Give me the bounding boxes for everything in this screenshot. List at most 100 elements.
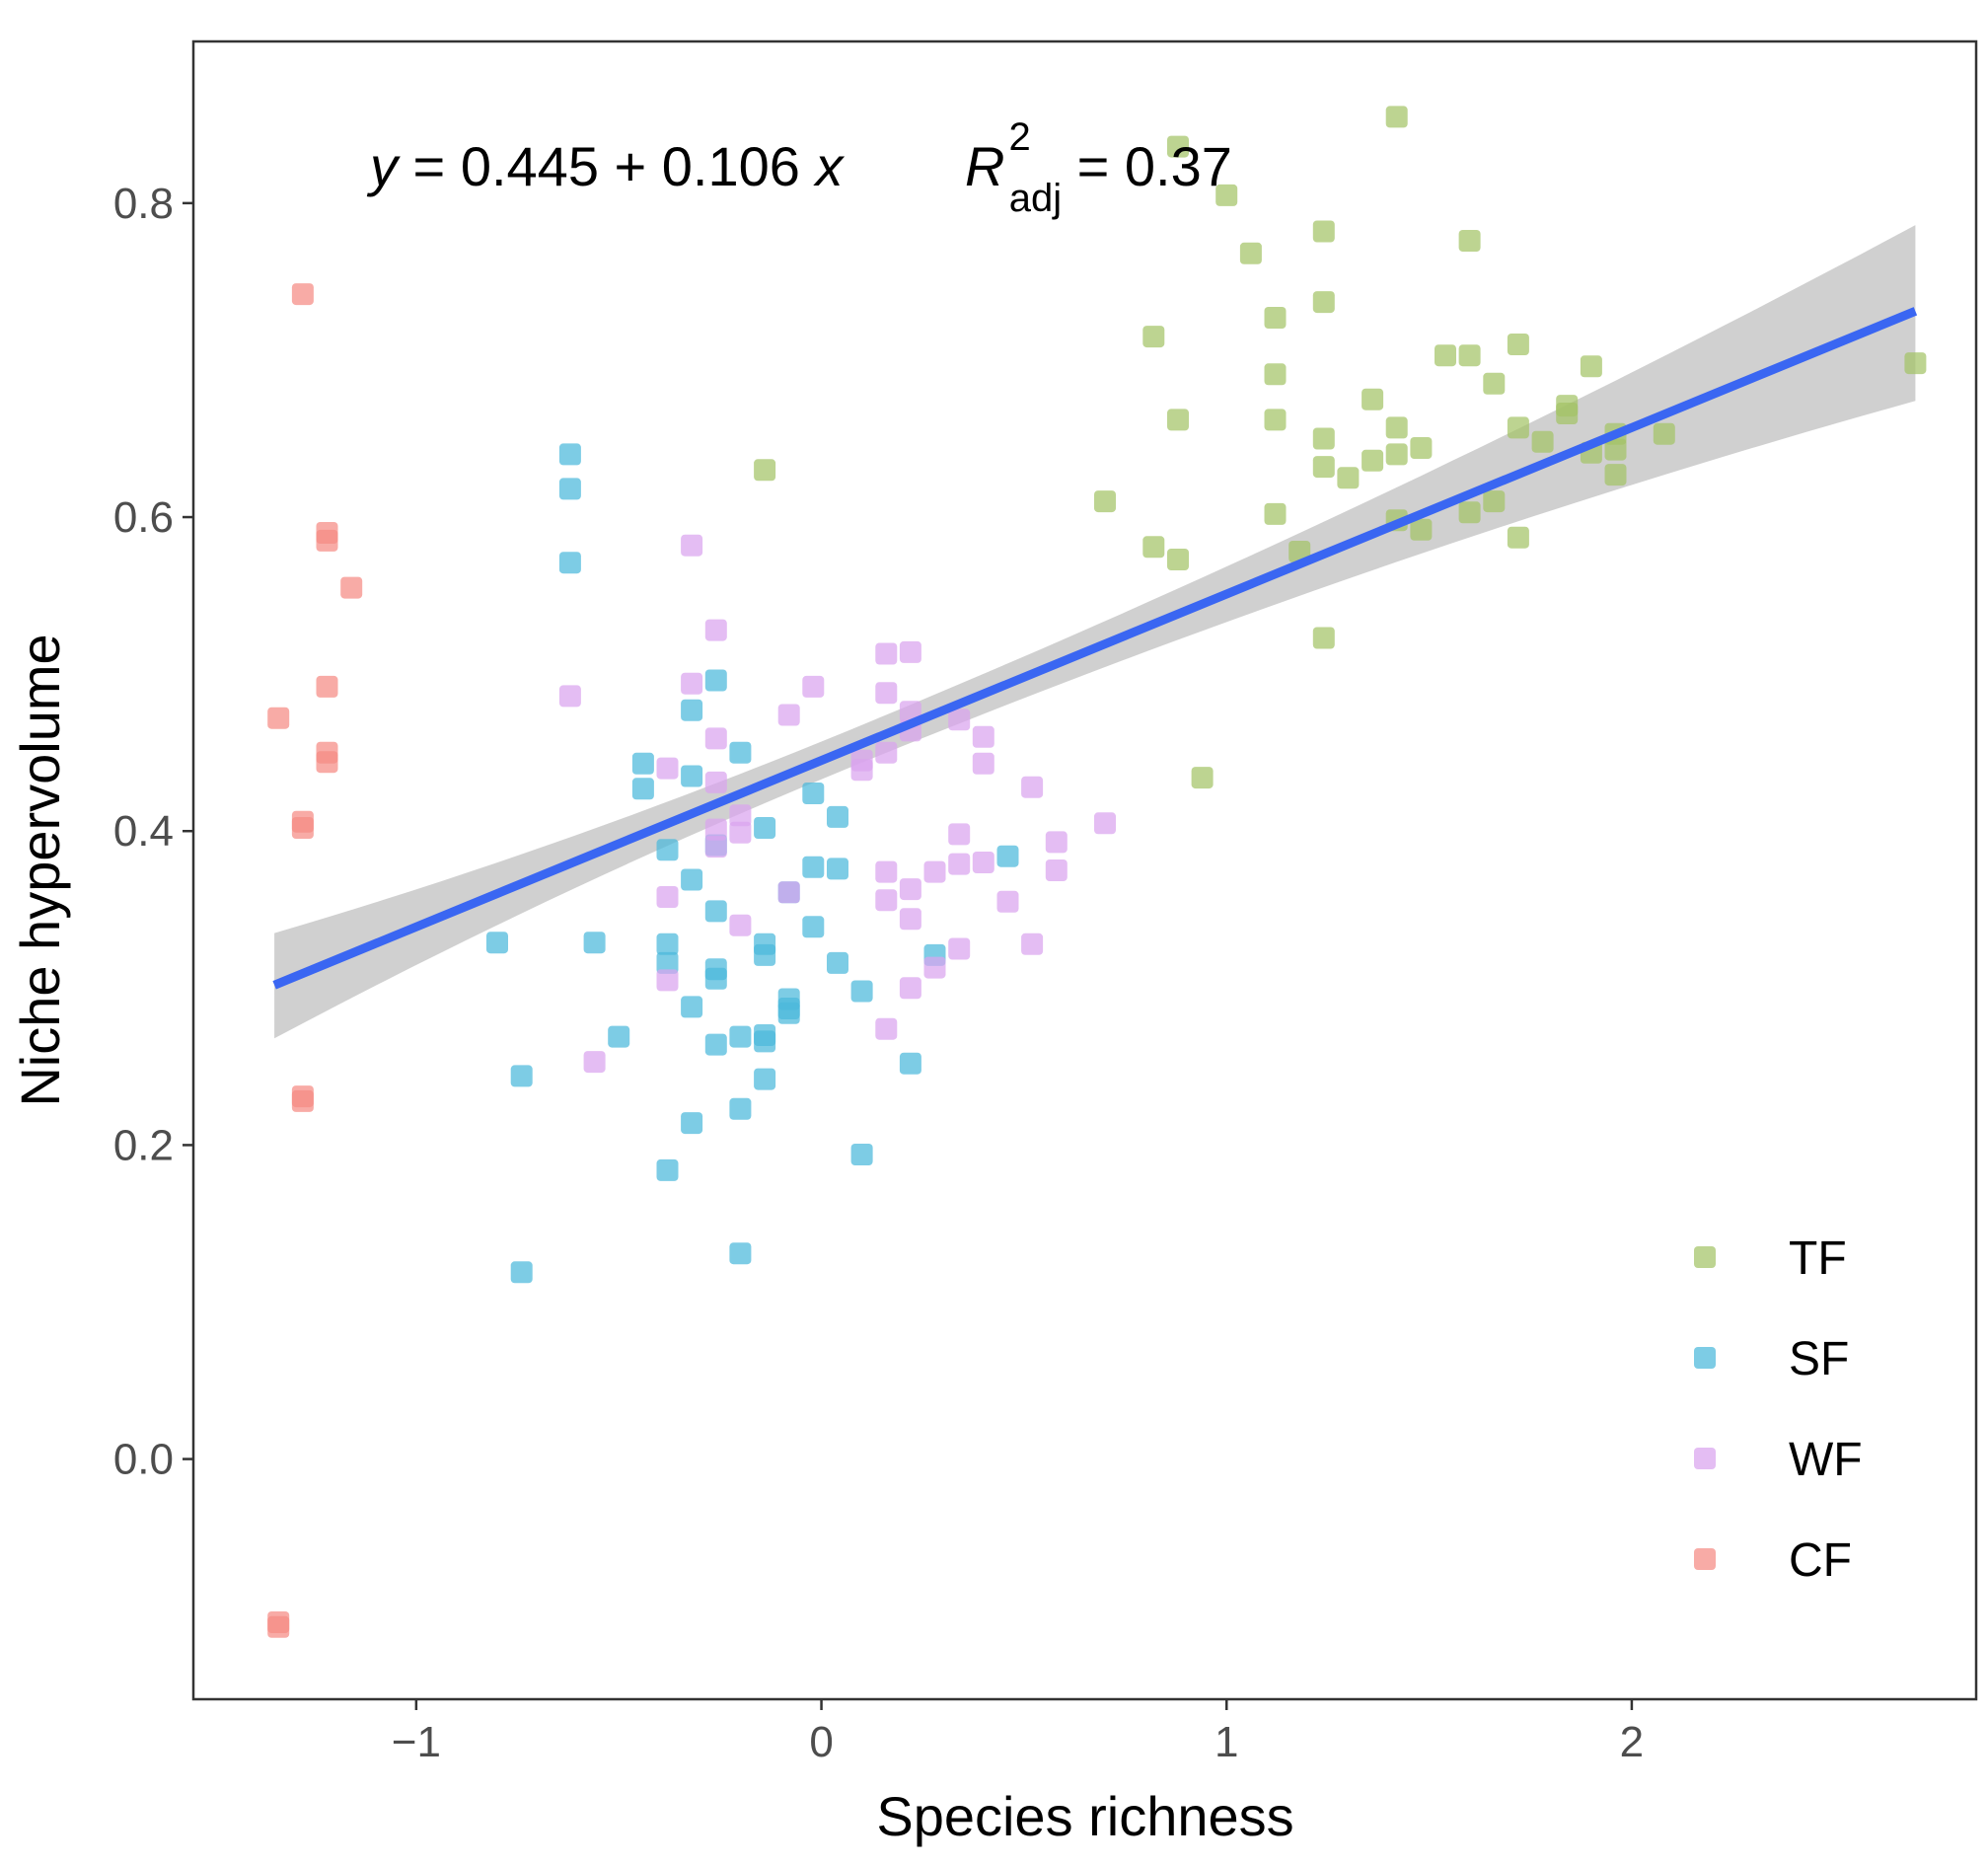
data-point-wf (1045, 859, 1068, 881)
data-point-tf (1604, 464, 1627, 486)
data-point-tf (1094, 490, 1116, 513)
data-point-sf (681, 699, 703, 721)
data-point-wf (777, 881, 800, 904)
data-point-sf (850, 980, 873, 1003)
series-sf (486, 443, 1019, 1284)
data-point-sf (827, 805, 848, 828)
r-value: = 0.37 (1062, 135, 1232, 197)
data-point-tf (1653, 422, 1675, 445)
x-axis-title: Species richness (876, 1785, 1293, 1847)
data-point-wf (1094, 812, 1116, 835)
data-point-sf (656, 1158, 679, 1181)
data-point-tf (754, 459, 776, 482)
data-point-sf (729, 1242, 752, 1265)
data-point-wf (875, 860, 898, 883)
data-point-sf (704, 900, 727, 923)
data-point-wf (875, 682, 898, 705)
data-point-wf (583, 1051, 606, 1074)
data-point-sf (704, 967, 727, 990)
data-point-wf (704, 818, 727, 841)
data-point-sf (850, 1144, 873, 1165)
data-point-cf (316, 529, 338, 552)
data-point-tf (1215, 184, 1238, 206)
data-point-wf (656, 969, 679, 992)
data-point-wf (972, 725, 994, 748)
data-point-tf (1410, 437, 1433, 459)
data-point-wf (1021, 933, 1044, 955)
series-tf (754, 106, 1927, 789)
data-point-wf (972, 752, 994, 775)
data-point-tf (1264, 307, 1287, 329)
data-point-sf (510, 1065, 533, 1087)
data-points-layer (267, 106, 1927, 1638)
y-tick-label: 0.4 (113, 807, 174, 856)
data-point-tf (1312, 220, 1335, 243)
legend-label: WF (1789, 1434, 1863, 1486)
data-point-sf (631, 778, 654, 800)
data-point-tf (1312, 291, 1335, 314)
data-point-sf (899, 1052, 921, 1075)
data-point-wf (996, 890, 1019, 913)
data-point-tf (1604, 438, 1627, 461)
data-point-sf (754, 1030, 776, 1053)
data-point-wf (948, 823, 971, 846)
data-point-wf (850, 759, 873, 782)
data-point-wf (729, 914, 752, 936)
data-point-wf (972, 852, 994, 873)
y-tick-label: 0.8 (113, 180, 174, 228)
data-point-sf (681, 1112, 703, 1135)
y-tick-label: 0.6 (113, 493, 174, 542)
data-point-tf (1507, 416, 1529, 439)
x-tick-label: 2 (1620, 1718, 1644, 1766)
data-point-sf (631, 752, 654, 775)
data-point-tf (1312, 627, 1335, 649)
data-point-wf (656, 886, 679, 908)
legend-key (1694, 1448, 1716, 1469)
data-point-cf (267, 707, 290, 729)
data-point-sf (827, 951, 848, 974)
data-point-wf (923, 860, 946, 883)
plot-panel-border (191, 39, 1978, 1701)
data-point-tf (1264, 363, 1287, 386)
data-point-tf (1264, 502, 1287, 525)
data-point-wf (875, 889, 898, 912)
data-point-sf (729, 1025, 752, 1048)
data-point-wf (802, 675, 825, 698)
data-point-tf (1458, 501, 1481, 524)
data-point-tf (1904, 352, 1927, 375)
data-point-sf (777, 1002, 800, 1024)
data-point-sf (729, 741, 752, 764)
data-point-cf (291, 817, 314, 839)
data-point-cf (316, 751, 338, 774)
data-point-sf (681, 868, 703, 891)
y-tick-label: 0.0 (113, 1436, 174, 1484)
data-point-cf (340, 576, 363, 599)
x-tick-label: 1 (1215, 1718, 1238, 1766)
data-point-wf (729, 821, 752, 844)
data-point-sf (608, 1025, 630, 1048)
data-point-sf (681, 996, 703, 1018)
data-point-tf (1191, 767, 1214, 789)
data-point-wf (1045, 831, 1068, 854)
legend: TF SF WF CF (1694, 1232, 1863, 1587)
data-point-wf (948, 937, 971, 960)
equation-y-symbol: y (366, 135, 401, 197)
data-point-tf (1142, 326, 1165, 348)
data-point-sf (583, 932, 606, 954)
data-point-wf (558, 685, 581, 708)
data-point-tf (1264, 409, 1287, 431)
data-point-tf (1507, 334, 1529, 355)
data-point-cf (291, 1089, 314, 1112)
legend-key (1694, 1548, 1716, 1570)
data-point-tf (1362, 388, 1384, 411)
data-point-sf (802, 916, 825, 938)
data-point-wf (899, 908, 921, 931)
r-superscript: 2 (1008, 115, 1030, 159)
legend-label: SF (1789, 1333, 1849, 1385)
data-point-wf (704, 727, 727, 750)
data-point-sf (656, 933, 679, 955)
data-point-wf (948, 853, 971, 875)
legend-label: TF (1789, 1232, 1847, 1285)
data-point-sf (558, 443, 581, 466)
data-point-tf (1167, 549, 1189, 570)
